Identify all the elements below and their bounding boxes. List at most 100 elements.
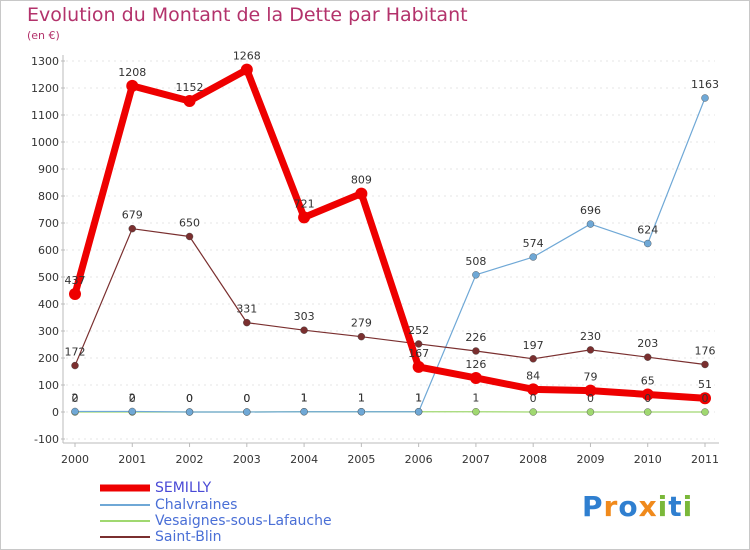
data-point [644, 408, 652, 416]
data-point [412, 360, 425, 373]
data-point [644, 239, 652, 248]
logo-letter: i [682, 490, 694, 523]
data-point [529, 355, 537, 363]
data-label: 1163 [691, 78, 719, 91]
y-tick-label: 500 [38, 271, 59, 284]
y-tick-label: 1300 [31, 55, 59, 68]
data-label: 0 [72, 392, 79, 405]
data-label: 2 [129, 391, 136, 404]
x-tick-label: 2001 [118, 453, 146, 466]
data-label: 0 [587, 392, 594, 405]
data-label: 721 [294, 197, 315, 210]
data-point [529, 408, 537, 416]
data-point [355, 187, 368, 200]
x-tick-label: 2009 [576, 453, 604, 466]
data-point [701, 360, 709, 369]
data-label: 1152 [176, 81, 204, 94]
x-tick-label: 2005 [347, 453, 375, 466]
data-label: 2 [72, 391, 79, 404]
data-point [584, 384, 597, 397]
logo-letter: o [618, 490, 639, 523]
legend-label: Vesaignes-sous-Lafauche [155, 513, 332, 529]
y-tick-label: 300 [38, 325, 59, 338]
data-label: 679 [122, 209, 143, 222]
y-tick-label: 200 [38, 352, 59, 365]
data-label: 0 [186, 392, 193, 405]
data-point [300, 408, 308, 416]
data-label: 0 [129, 392, 136, 405]
logo-letter: t [668, 490, 683, 523]
data-label: 79 [583, 371, 597, 384]
data-point [469, 371, 482, 384]
proxiti-logo: Proxiti [582, 490, 693, 523]
data-label: 0 [243, 392, 250, 405]
data-label: 167 [408, 347, 429, 360]
data-label: 1 [415, 392, 422, 405]
logo-letter: x [638, 490, 658, 523]
data-point [414, 408, 423, 416]
data-point [128, 224, 136, 233]
data-label: 809 [351, 174, 372, 187]
x-tick-label: 2007 [462, 453, 490, 466]
data-label: 279 [351, 317, 372, 330]
data-label: 624 [637, 224, 658, 237]
x-tick-label: 2002 [176, 453, 204, 466]
data-point [586, 408, 595, 416]
series-line [74, 97, 706, 413]
data-label: 303 [294, 310, 315, 323]
data-label: 574 [523, 237, 544, 250]
logo-letter: i [657, 490, 669, 523]
x-tick-label: 2011 [691, 453, 719, 466]
x-tick-label: 2006 [405, 453, 433, 466]
logo-letter: r [603, 490, 619, 523]
y-tick-label: 1200 [31, 82, 59, 95]
data-label: 650 [179, 217, 200, 230]
data-point [701, 408, 709, 416]
data-point [243, 318, 251, 327]
data-label: 0 [186, 392, 193, 405]
y-tick-label: 1100 [31, 109, 59, 122]
data-point [71, 407, 79, 416]
data-point [586, 220, 595, 228]
data-label: 1 [301, 392, 308, 405]
data-point [641, 388, 654, 401]
data-point [300, 326, 308, 334]
data-label: 1268 [233, 50, 261, 63]
data-label: 126 [465, 358, 486, 371]
y-tick-label: 400 [38, 298, 59, 311]
y-tick-label: 0 [52, 406, 59, 419]
data-label: 1 [358, 392, 365, 405]
data-point [472, 347, 480, 355]
data-point [185, 232, 194, 241]
data-point [240, 63, 253, 76]
data-point [71, 361, 79, 370]
data-point [414, 340, 423, 348]
legend-label: Chalvraines [155, 497, 237, 513]
data-label: 0 [644, 392, 651, 405]
data-label: 0 [702, 392, 709, 405]
x-tick-label: 2008 [519, 453, 547, 466]
data-point [527, 383, 540, 396]
data-label: 0 [243, 392, 250, 405]
data-point [128, 407, 136, 416]
data-label: 1 [415, 392, 422, 405]
data-point [126, 79, 139, 92]
data-label: 226 [465, 331, 486, 344]
y-tick-label: 600 [38, 244, 59, 257]
data-point [357, 332, 366, 341]
data-label: 508 [465, 255, 486, 268]
data-point [185, 408, 194, 416]
data-point [472, 271, 480, 279]
y-tick-label: 1000 [31, 136, 59, 149]
data-point [183, 94, 196, 107]
data-label: 197 [523, 339, 544, 352]
data-point [472, 408, 480, 416]
x-tick-label: 2010 [634, 453, 662, 466]
y-tick-label: -100 [34, 433, 59, 446]
data-label: 65 [641, 374, 655, 387]
legend-label: Saint-Blin [155, 529, 222, 545]
x-tick-label: 2004 [290, 453, 318, 466]
data-point [357, 408, 366, 416]
x-tick-label: 2003 [233, 453, 261, 466]
